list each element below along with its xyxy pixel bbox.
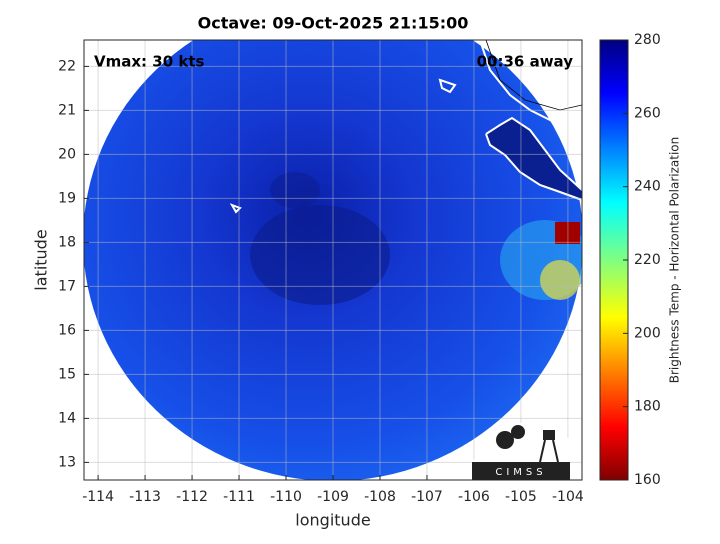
y-tick-label: 18 <box>58 234 76 250</box>
vmax-label: Vmax: 30 kts <box>94 53 204 71</box>
y-tick-label: 16 <box>58 322 76 338</box>
cimss-logo: CIMSS <box>472 421 570 480</box>
y-tick-label: 21 <box>58 102 76 118</box>
x-tick-label: -109 <box>317 489 349 505</box>
y-tick-label: 22 <box>58 58 76 74</box>
x-tick-label: -107 <box>411 489 443 505</box>
colorbar-tick-label: 220 <box>634 252 661 268</box>
y-axis-label: latitude <box>32 229 51 290</box>
x-axis-label: longitude <box>295 511 370 530</box>
x-tick-label: -110 <box>270 489 302 505</box>
colorbar-tick-label: 200 <box>634 325 661 341</box>
time-away-label: 00:36 away <box>477 53 574 71</box>
x-tick-label: -108 <box>364 489 396 505</box>
x-tick-label: -114 <box>82 489 114 505</box>
colorbar-tick-label: 180 <box>634 399 661 415</box>
y-tick-label: 15 <box>58 366 76 382</box>
y-tick-label: 19 <box>58 190 76 206</box>
colorbar-tick-label: 240 <box>634 179 661 195</box>
y-tick-label: 14 <box>58 410 76 426</box>
colorbar-tick-label: 280 <box>634 32 661 48</box>
y-tick-label: 13 <box>58 454 76 470</box>
x-tick-label: -113 <box>129 489 161 505</box>
x-tick-label: -106 <box>458 489 490 505</box>
colorbar-label: Brightness Temp - Horizontal Polarizatio… <box>668 137 682 384</box>
x-tick-label: -104 <box>552 489 584 505</box>
title: Octave: 09-Oct-2025 21:15:00 <box>198 14 469 33</box>
colorbar-tick-label: 260 <box>634 105 661 121</box>
y-tick-label: 17 <box>58 278 76 294</box>
x-tick-label: -111 <box>223 489 255 505</box>
y-tick-label: 20 <box>58 146 76 162</box>
logo-text: CIMSS <box>495 467 546 478</box>
colorbar-tick-label: 160 <box>634 472 661 488</box>
x-tick-label: -105 <box>505 489 537 505</box>
x-tick-label: -112 <box>176 489 208 505</box>
